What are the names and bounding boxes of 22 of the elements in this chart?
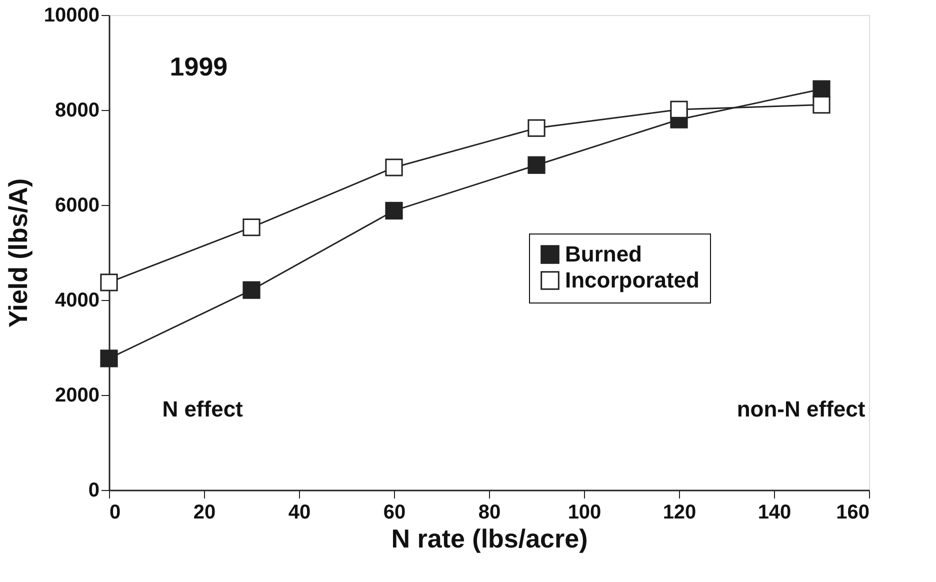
x-tick-label: 140 xyxy=(758,502,792,524)
legend-label: Burned xyxy=(565,242,642,266)
y-axis-title: Yield (lbs/A) xyxy=(2,178,33,328)
y-tick-label: 8000 xyxy=(55,100,100,122)
annotation: non-N effect xyxy=(736,396,866,422)
annotation: N effect xyxy=(162,396,244,422)
x-tick-label: 160 xyxy=(836,502,870,524)
legend-label: Incorporated xyxy=(565,268,700,292)
annotation: 1999 xyxy=(170,51,228,82)
x-tick-label: 60 xyxy=(383,502,406,524)
y-tick-label: 2000 xyxy=(55,384,100,406)
y-tick-label: 6000 xyxy=(55,194,100,216)
x-tick-label: 40 xyxy=(288,502,311,524)
x-tick-label: 20 xyxy=(193,502,216,524)
y-tick-label: 0 xyxy=(88,480,100,502)
y-tick-label: 10000 xyxy=(44,4,100,26)
x-tick-label: 100 xyxy=(568,502,602,524)
x-tick-label: 80 xyxy=(478,502,501,524)
x-tick-label: 0 xyxy=(110,502,121,524)
y-tick-label: 4000 xyxy=(55,290,100,312)
x-tick-label: 120 xyxy=(662,502,696,524)
x-axis-title: N rate (lbs/acre) xyxy=(391,524,588,554)
